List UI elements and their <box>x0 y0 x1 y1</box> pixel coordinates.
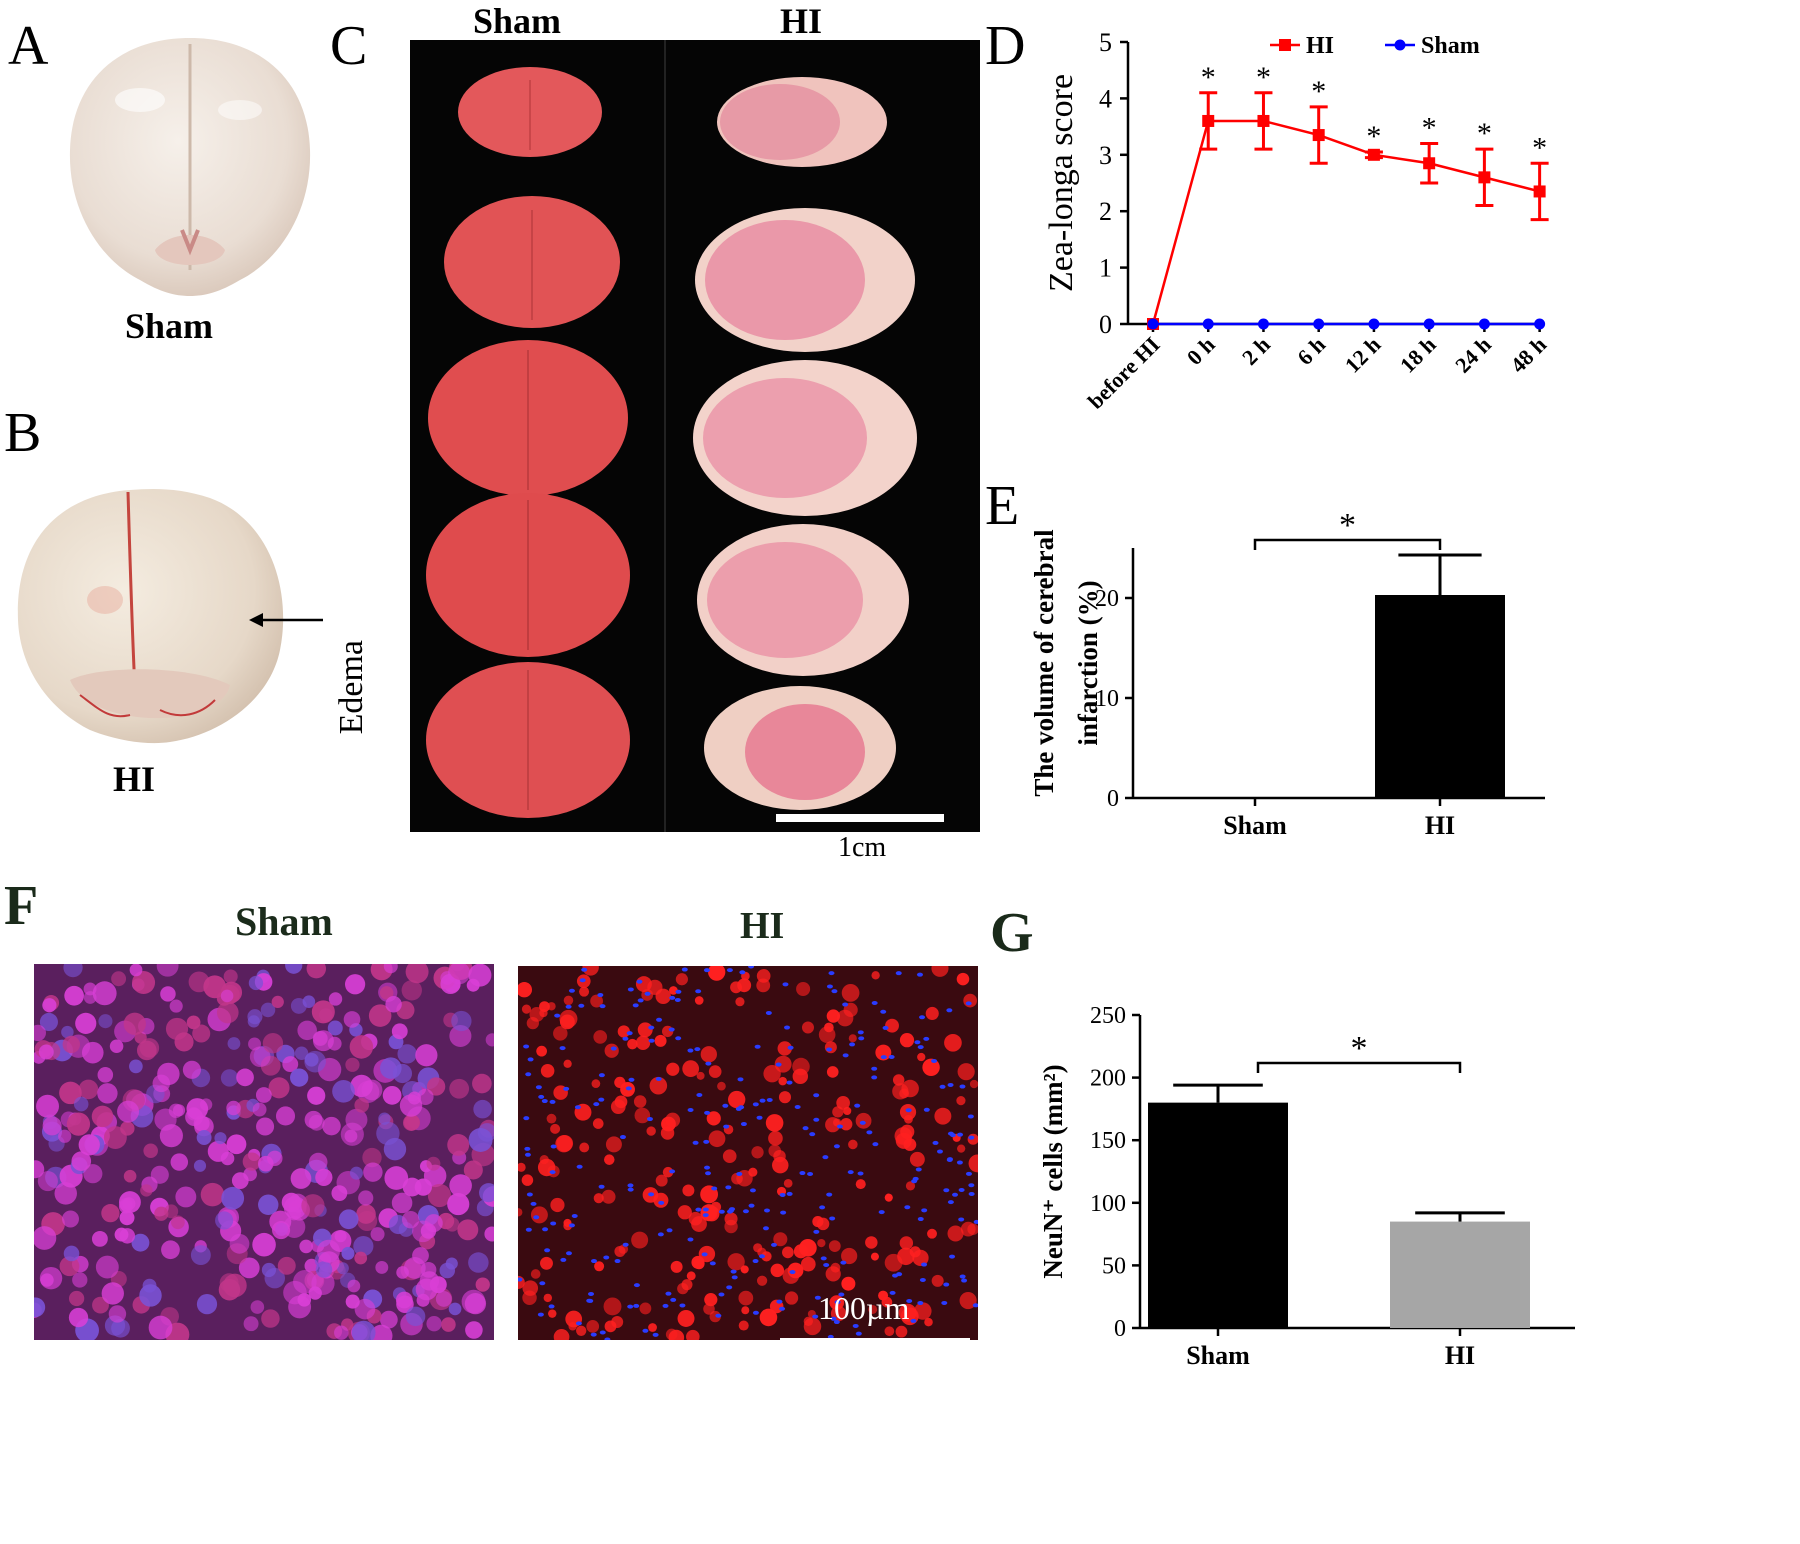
edema-label: Edema <box>333 480 371 734</box>
g-y-tick-label: 200 <box>1090 1066 1126 1092</box>
panel-c-col-sham: Sham <box>473 1 562 41</box>
d-y-tick-label: 3 <box>1099 141 1112 170</box>
infarction-volume-chart: 0 10 20 Sham HI The volume of cerebral infarct… <box>1029 507 1545 840</box>
g-y-tick-label: 250 <box>1090 1003 1126 1029</box>
g-x-tick-label: Sham <box>1186 1341 1250 1370</box>
d-point-sham <box>1202 318 1214 330</box>
d-legend-label-sham: Sham <box>1421 33 1480 59</box>
e-y-tick-label: 10 <box>1095 686 1119 712</box>
panel-f-sham-title: Sham <box>235 899 333 944</box>
d-point-sham <box>1147 318 1159 330</box>
panel-a-caption: Sham <box>125 306 214 346</box>
neun-sham-fluorescence-image <box>34 964 494 1340</box>
d-point-hi <box>1257 114 1270 127</box>
edema-label-text: Edema <box>333 640 370 735</box>
d-point-hi <box>1367 148 1380 161</box>
panel-letter-b: B <box>4 402 42 464</box>
panel-letter-f: F <box>4 875 39 937</box>
e-significance-bracket <box>1253 538 1442 550</box>
panel-letter-e: E <box>985 475 1020 537</box>
e-x-tick-label: Sham <box>1223 811 1287 840</box>
d-point-hi <box>1533 185 1546 198</box>
d-significance-star: * <box>1311 75 1326 108</box>
d-series-line-hi <box>1151 119 1540 325</box>
panel-c-col-hi: HI <box>780 1 823 41</box>
d-x-tick-label: 6 h <box>1292 332 1330 370</box>
hi-brain-image <box>17 488 284 744</box>
panel-letter-g: G <box>990 902 1034 964</box>
d-point-hi <box>1423 157 1436 170</box>
d-point-sham <box>1313 318 1325 330</box>
g-y-tick-label: 0 <box>1114 1316 1126 1342</box>
d-x-tick-label: before HI <box>1083 332 1165 414</box>
g-bar-sham <box>1148 1102 1288 1328</box>
d-x-tick-label: 18 h <box>1395 332 1441 378</box>
e-y-tick-label: 20 <box>1095 586 1119 612</box>
g-y-label: NeuN⁺ cells (mm²) <box>1038 1064 1068 1278</box>
d-legend-marker <box>1279 39 1291 51</box>
e-y-tick-label: 0 <box>1107 786 1119 812</box>
e-y-label: The volume of cerebral <box>1029 529 1059 797</box>
g-y-tick-label: 50 <box>1102 1253 1126 1279</box>
d-significance-star: * <box>1366 120 1381 153</box>
d-significance-star: * <box>1256 61 1271 94</box>
panel-letter-d: D <box>985 15 1026 77</box>
panel-f-scale-bar <box>780 1338 970 1344</box>
d-point-hi <box>1312 129 1325 142</box>
e-bar-hi <box>1375 595 1505 798</box>
g-significance-star: * <box>1351 1030 1368 1067</box>
d-y-label: Zea-longa score <box>1043 74 1080 292</box>
d-legend-marker <box>1394 39 1406 51</box>
d-y-tick-label: 4 <box>1099 84 1112 113</box>
g-bar-hi <box>1390 1221 1530 1328</box>
d-x-tick-label: 24 h <box>1450 332 1496 378</box>
sham-brain-image <box>69 38 311 296</box>
d-legend-label-hi: HI <box>1306 33 1334 59</box>
d-point-sham <box>1534 318 1546 330</box>
d-y-tick-label: 0 <box>1099 310 1112 339</box>
d-point-sham <box>1257 318 1269 330</box>
d-significance-star: * <box>1532 131 1547 164</box>
panel-f-scale-label: 100µm <box>818 1290 910 1326</box>
panel-c-scale-bar <box>776 814 944 822</box>
d-significance-star: * <box>1201 61 1216 94</box>
panel-letter-a: A <box>8 15 49 77</box>
g-y-tick-label: 100 <box>1090 1191 1126 1217</box>
d-x-tick-label: 48 h <box>1505 332 1551 378</box>
sham-slices <box>426 67 630 818</box>
d-point-sham <box>1368 318 1380 330</box>
d-point-hi <box>1478 171 1491 184</box>
d-point-hi <box>1202 114 1215 127</box>
d-x-tick-label: 0 h <box>1182 332 1220 370</box>
g-x-tick-label: HI <box>1445 1341 1475 1370</box>
d-y-tick-label: 5 <box>1099 28 1112 57</box>
g-y-tick-label: 150 <box>1090 1128 1126 1154</box>
panel-letter-c: C <box>330 15 368 77</box>
ttc-brain-slices-image <box>410 40 980 832</box>
panel-b-caption: HI <box>113 759 156 799</box>
d-significance-star: * <box>1477 117 1492 150</box>
d-point-sham <box>1423 318 1435 330</box>
d-significance-star: * <box>1422 112 1437 145</box>
panel-f-hi-title: HI <box>740 905 785 947</box>
zea-longa-chart: 0 1 2 3 4 5 before HI 0 h 2 h 6 h 12 h 18 h 24 h 48 h… <box>1043 28 1551 414</box>
d-y-tick-label: 2 <box>1099 197 1112 226</box>
e-y-label: infarction (%) <box>1073 580 1103 745</box>
e-x-tick-label: HI <box>1425 811 1455 840</box>
d-point-sham <box>1478 318 1490 330</box>
neun-cells-chart: 0 50 100 150 200 250 Sham HI NeuN⁺ cells (mm²) * <box>1038 1003 1575 1370</box>
neun-hi-fluorescence-image <box>518 966 978 1340</box>
d-y-tick-label: 1 <box>1099 254 1112 283</box>
e-significance-star: * <box>1339 507 1356 544</box>
panel-c-scale-label: 1cm <box>838 832 887 863</box>
g-significance-bracket <box>1256 1061 1462 1073</box>
edema-arrow <box>249 613 323 627</box>
d-x-tick-label: 12 h <box>1340 332 1386 378</box>
d-x-tick-label: 2 h <box>1237 332 1275 370</box>
hi-slices <box>693 77 917 810</box>
